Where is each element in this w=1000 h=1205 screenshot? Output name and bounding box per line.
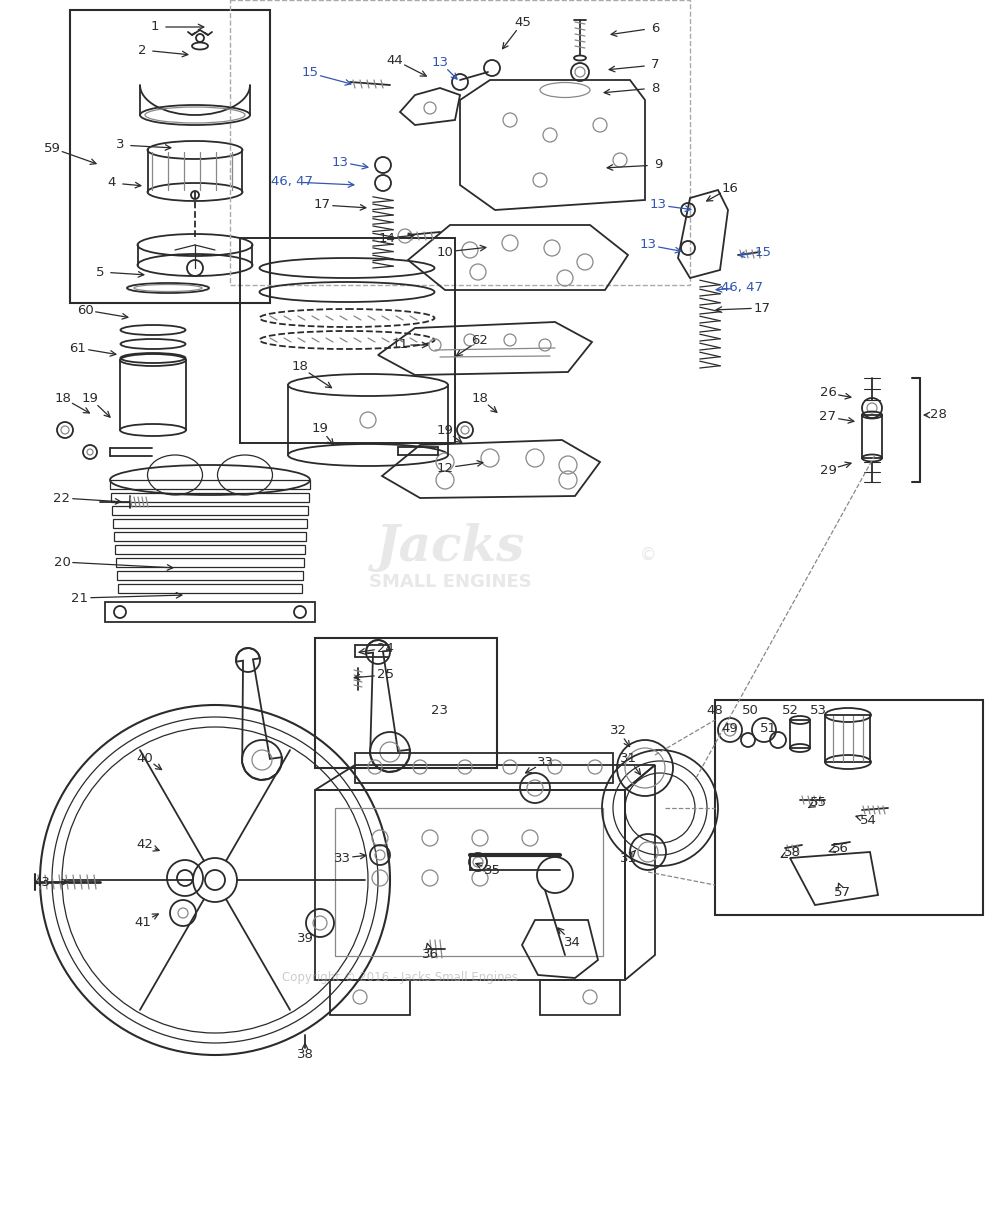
Text: 2: 2 xyxy=(138,43,146,57)
Text: 31: 31 xyxy=(620,752,637,764)
Text: 32: 32 xyxy=(610,723,626,736)
Text: 40: 40 xyxy=(137,752,153,764)
Text: 21: 21 xyxy=(72,592,88,605)
Text: 18: 18 xyxy=(55,392,71,405)
Bar xyxy=(116,558,304,568)
Text: 3: 3 xyxy=(116,139,124,152)
Text: 43: 43 xyxy=(34,876,50,888)
Text: 19: 19 xyxy=(82,392,98,405)
Text: 18: 18 xyxy=(472,392,488,405)
Text: 42: 42 xyxy=(137,839,153,852)
Text: SMALL ENGINES: SMALL ENGINES xyxy=(369,574,531,590)
Bar xyxy=(70,10,270,302)
Bar xyxy=(117,571,303,580)
Text: 36: 36 xyxy=(422,948,438,962)
Text: 4: 4 xyxy=(108,176,116,189)
Text: 56: 56 xyxy=(832,841,848,854)
Text: 9: 9 xyxy=(654,159,662,171)
Text: 51: 51 xyxy=(760,722,776,735)
Bar xyxy=(715,700,983,915)
Text: 15: 15 xyxy=(302,66,318,80)
Text: 59: 59 xyxy=(44,141,60,154)
Text: 33: 33 xyxy=(536,756,554,769)
Bar xyxy=(330,980,410,1015)
Text: 8: 8 xyxy=(651,82,659,94)
Text: 34: 34 xyxy=(564,935,580,948)
Text: 31: 31 xyxy=(620,852,637,864)
Bar xyxy=(111,493,309,502)
Text: 62: 62 xyxy=(472,334,488,347)
Bar xyxy=(114,531,306,541)
Text: 46, 47: 46, 47 xyxy=(721,282,763,294)
Text: 38: 38 xyxy=(297,1048,313,1062)
Text: 1: 1 xyxy=(151,20,159,34)
Text: 13: 13 xyxy=(432,55,448,69)
Text: 10: 10 xyxy=(437,246,453,259)
Text: 15: 15 xyxy=(755,246,772,259)
Bar xyxy=(355,753,613,783)
Text: 19: 19 xyxy=(312,422,328,435)
Text: 26: 26 xyxy=(820,387,836,400)
Text: 25: 25 xyxy=(376,669,394,682)
Text: 50: 50 xyxy=(742,704,758,717)
Text: 18: 18 xyxy=(292,360,308,374)
Text: 49: 49 xyxy=(722,722,738,735)
Bar xyxy=(335,809,603,956)
Text: 27: 27 xyxy=(820,411,836,423)
Text: 17: 17 xyxy=(754,301,770,315)
Bar xyxy=(105,602,315,622)
Text: 61: 61 xyxy=(70,341,86,354)
Text: 24: 24 xyxy=(377,641,393,654)
Bar xyxy=(240,239,455,443)
Bar xyxy=(230,0,690,286)
Text: 23: 23 xyxy=(432,704,448,717)
Bar xyxy=(315,637,497,768)
Text: 28: 28 xyxy=(930,408,946,422)
Text: 5: 5 xyxy=(96,265,104,278)
Text: 39: 39 xyxy=(297,931,313,945)
Text: ©: © xyxy=(640,546,656,564)
Text: 13: 13 xyxy=(332,155,349,169)
Text: 22: 22 xyxy=(54,492,70,505)
Text: 19: 19 xyxy=(437,423,453,436)
Text: 55: 55 xyxy=(810,795,826,809)
Text: 46, 47: 46, 47 xyxy=(271,176,313,188)
Text: 48: 48 xyxy=(707,704,723,717)
Text: 60: 60 xyxy=(77,304,93,317)
Bar xyxy=(118,584,302,593)
Text: 44: 44 xyxy=(387,53,403,66)
Text: 41: 41 xyxy=(135,916,151,929)
Text: 13: 13 xyxy=(650,199,666,212)
Text: Jacks: Jacks xyxy=(375,523,525,572)
Text: 52: 52 xyxy=(782,704,798,717)
Bar xyxy=(540,980,620,1015)
Text: 16: 16 xyxy=(722,182,738,194)
Bar xyxy=(112,506,308,515)
Text: 20: 20 xyxy=(54,556,70,569)
Text: 54: 54 xyxy=(860,813,876,827)
Bar xyxy=(115,545,305,554)
Text: 58: 58 xyxy=(784,846,800,858)
Text: 6: 6 xyxy=(651,22,659,35)
Text: 13: 13 xyxy=(640,239,656,252)
Text: 11: 11 xyxy=(392,339,409,352)
Text: 12: 12 xyxy=(436,462,454,475)
Text: 53: 53 xyxy=(810,704,826,717)
Text: 35: 35 xyxy=(484,864,501,876)
Text: 14: 14 xyxy=(379,231,395,245)
Bar xyxy=(110,480,310,489)
Text: 29: 29 xyxy=(820,464,836,476)
Bar xyxy=(113,519,307,528)
Text: 17: 17 xyxy=(314,199,330,212)
Text: 57: 57 xyxy=(834,886,850,899)
Text: Copyright © 2016 - Jacks Small Engines: Copyright © 2016 - Jacks Small Engines xyxy=(282,971,518,984)
Text: 33: 33 xyxy=(334,852,351,864)
Text: 45: 45 xyxy=(515,16,531,29)
Text: 7: 7 xyxy=(651,59,659,71)
